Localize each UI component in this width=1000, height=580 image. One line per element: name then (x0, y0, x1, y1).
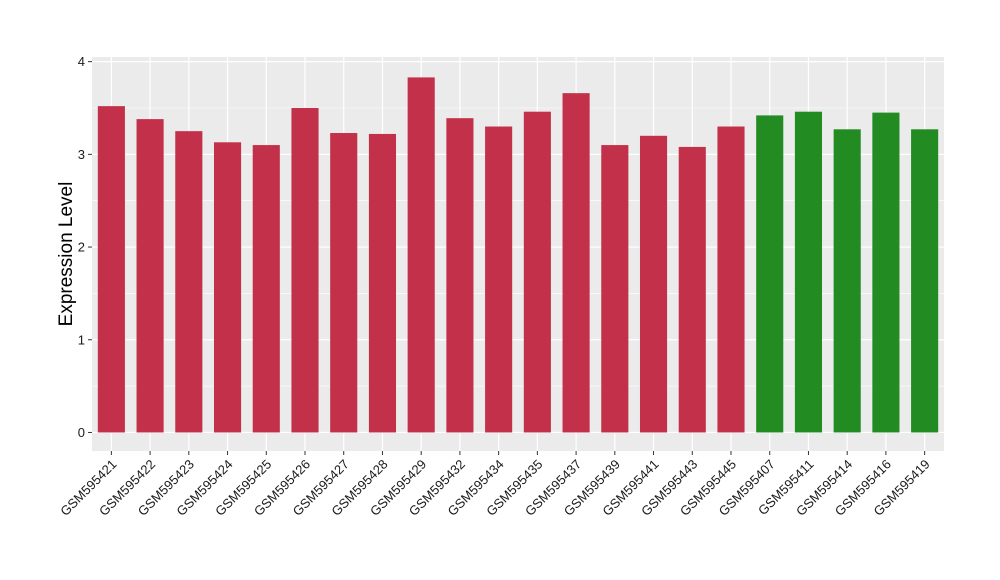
bar-GSM595441 (639, 135, 668, 433)
bar-GSM595416 (872, 112, 900, 433)
y-tick-label: 4 (78, 54, 85, 69)
bar-GSM595425 (252, 145, 280, 433)
bar-GSM595411 (794, 111, 823, 433)
y-tick-label: 0 (78, 425, 85, 440)
y-axis-label: Expression Level (56, 182, 77, 327)
bar-GSM595432 (446, 118, 474, 433)
bar-GSM595443 (678, 146, 706, 433)
bar-GSM595426 (291, 107, 319, 433)
x-axis: GSM595421GSM595422GSM595423GSM595424GSM5… (57, 451, 933, 519)
bar-GSM595407 (756, 115, 784, 433)
bar-GSM595422 (136, 119, 164, 433)
bar-GSM595419 (911, 129, 939, 433)
bar-GSM595423 (175, 131, 203, 433)
bar-GSM595435 (523, 111, 551, 433)
y-tick-label: 2 (78, 240, 85, 255)
bar-GSM595445 (717, 126, 745, 433)
bar-GSM595427 (330, 133, 358, 433)
y-tick-label: 3 (78, 147, 85, 162)
bars (97, 77, 939, 433)
bar-GSM595434 (485, 126, 513, 433)
bar-GSM595439 (601, 145, 629, 433)
y-tick-label: 1 (78, 332, 85, 347)
y-axis: 0 1 2 3 4 (78, 54, 92, 440)
bar-GSM595428 (368, 133, 397, 433)
bar-GSM595421 (97, 106, 125, 433)
bar-GSM595414 (833, 129, 861, 433)
bar-GSM595424 (213, 142, 242, 433)
bar-GSM595429 (407, 77, 435, 433)
bar-GSM595437 (562, 93, 590, 433)
